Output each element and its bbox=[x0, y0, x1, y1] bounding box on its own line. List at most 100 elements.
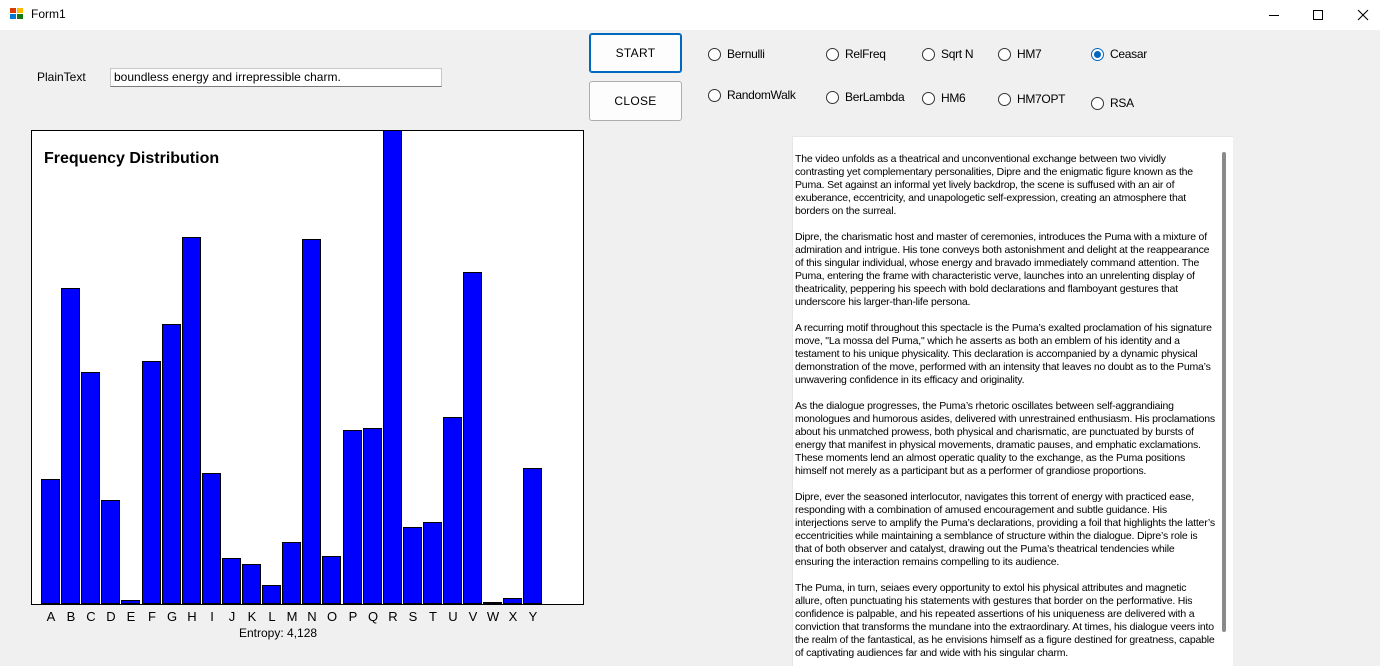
window-title: Form1 bbox=[31, 7, 66, 21]
output-paragraph: A recurring motif throughout this specta… bbox=[795, 322, 1212, 386]
output-paragraph: As the dialogue progresses, the Puma’s r… bbox=[795, 400, 1215, 477]
tick-label-L: L bbox=[268, 609, 276, 624]
radio-hm7[interactable]: HM7 bbox=[998, 47, 1042, 61]
tick-label-B: B bbox=[66, 609, 76, 624]
vertical-scrollbar[interactable] bbox=[1222, 152, 1226, 632]
bar-I bbox=[202, 473, 221, 604]
bar-K bbox=[242, 564, 261, 604]
bar-Q bbox=[363, 428, 382, 604]
bar-S bbox=[403, 527, 422, 604]
output-textarea[interactable]: The video unfolds as a theatrical and un… bbox=[792, 136, 1233, 666]
tick-label-F: F bbox=[148, 609, 156, 624]
bar-M bbox=[282, 542, 301, 604]
radio-circle bbox=[826, 90, 839, 104]
radio-label: HM7 bbox=[1017, 47, 1042, 61]
tick-label-Q: Q bbox=[367, 609, 379, 624]
tick-label-C: C bbox=[86, 609, 96, 624]
bar-T bbox=[423, 522, 442, 604]
tick-label-O: O bbox=[326, 609, 338, 624]
plaintext-label: PlainText bbox=[37, 70, 86, 84]
tick-label-E: E bbox=[126, 609, 136, 624]
radio-hm6[interactable]: HM6 bbox=[922, 91, 966, 105]
radio-label: RSA bbox=[1110, 96, 1134, 110]
radio-label: HM6 bbox=[941, 91, 966, 105]
radio-circle bbox=[998, 92, 1011, 106]
radio-circle bbox=[1091, 47, 1104, 61]
radio-circle bbox=[922, 91, 935, 105]
radio-label: Bernulli bbox=[727, 47, 765, 61]
radio-circle bbox=[922, 47, 935, 61]
bar-B bbox=[61, 288, 80, 604]
close-icon bbox=[1357, 9, 1369, 21]
bar-R bbox=[383, 130, 402, 604]
tick-label-K: K bbox=[247, 609, 257, 624]
bar-V bbox=[463, 272, 482, 604]
radio-hm7opt[interactable]: HM7OPT bbox=[998, 92, 1066, 106]
bar-C bbox=[81, 372, 100, 604]
tick-label-D: D bbox=[106, 609, 116, 624]
chart-title: Frequency Distribution bbox=[44, 150, 220, 167]
radio-label: HM7OPT bbox=[1017, 92, 1066, 106]
radio-label: Sqrt N bbox=[941, 47, 974, 61]
radio-label: RelFreq bbox=[845, 47, 886, 61]
bar-A bbox=[41, 479, 60, 604]
tick-label-P: P bbox=[348, 609, 358, 624]
bar-X bbox=[503, 598, 522, 604]
output-paragraph: Dipre, ever the seasoned interlocutor, n… bbox=[795, 491, 1215, 568]
bar-P bbox=[343, 430, 362, 604]
radio-circle bbox=[1091, 96, 1104, 110]
tick-label-J: J bbox=[228, 609, 236, 624]
bar-E bbox=[121, 600, 140, 604]
tick-label-W: W bbox=[486, 609, 500, 624]
tick-label-M: M bbox=[286, 609, 298, 624]
bar-J bbox=[222, 558, 241, 604]
tick-label-T: T bbox=[429, 609, 437, 624]
radio-circle bbox=[826, 47, 839, 61]
tick-label-N: N bbox=[307, 609, 317, 624]
entropy-label: Entropy: 4,128 bbox=[239, 626, 318, 640]
bar-G bbox=[162, 324, 181, 604]
radio-circle bbox=[998, 47, 1011, 61]
bar-W bbox=[483, 602, 502, 604]
tick-label-X: X bbox=[508, 609, 518, 624]
start-button[interactable]: START bbox=[589, 33, 682, 73]
tick-label-H: H bbox=[187, 609, 197, 624]
output-paragraph: The video unfolds as a theatrical and un… bbox=[795, 153, 1193, 217]
radio-label: BerLambda bbox=[845, 90, 905, 104]
close-window-button[interactable] bbox=[1340, 0, 1380, 30]
output-paragraph: The Puma, in turn, seiaes every opportun… bbox=[795, 582, 1215, 659]
bar-H bbox=[182, 237, 201, 604]
tick-label-I: I bbox=[210, 609, 214, 624]
radio-ceasar[interactable]: Ceasar bbox=[1091, 47, 1147, 61]
close-button[interactable]: CLOSE bbox=[589, 81, 682, 121]
tick-label-U: U bbox=[448, 609, 458, 624]
output-text: The video unfolds as a theatrical and un… bbox=[795, 153, 1215, 666]
maximize-button[interactable] bbox=[1295, 0, 1341, 30]
title-bar[interactable]: Form1 bbox=[0, 0, 1380, 30]
tick-label-Y: Y bbox=[528, 609, 538, 624]
radio-rsa[interactable]: RSA bbox=[1091, 96, 1134, 110]
radio-label: RandomWalk bbox=[727, 88, 796, 102]
minimize-icon bbox=[1269, 15, 1279, 16]
tick-label-V: V bbox=[468, 609, 478, 624]
bar-U bbox=[443, 417, 462, 604]
tick-label-R: R bbox=[388, 609, 398, 624]
bar-D bbox=[101, 500, 120, 604]
plaintext-input[interactable]: boundless energy and irrepressible charm… bbox=[110, 68, 442, 87]
maximize-icon bbox=[1313, 10, 1323, 20]
radio-label: Ceasar bbox=[1110, 47, 1147, 61]
radio-randomwalk[interactable]: RandomWalk bbox=[708, 88, 796, 102]
app-icon bbox=[10, 8, 24, 20]
output-paragraph: Dipre, the charismatic host and master o… bbox=[795, 231, 1210, 308]
radio-circle bbox=[708, 88, 721, 102]
radio-sqrt-n[interactable]: Sqrt N bbox=[922, 47, 974, 61]
minimize-button[interactable] bbox=[1251, 0, 1297, 30]
radio-bernulli[interactable]: Bernulli bbox=[708, 47, 765, 61]
tick-label-A: A bbox=[46, 609, 56, 624]
bar-Y bbox=[523, 468, 542, 604]
radio-relfreq[interactable]: RelFreq bbox=[826, 47, 886, 61]
bar-L bbox=[262, 585, 281, 604]
bar-F bbox=[142, 361, 161, 604]
radio-berlambda[interactable]: BerLambda bbox=[826, 90, 905, 104]
